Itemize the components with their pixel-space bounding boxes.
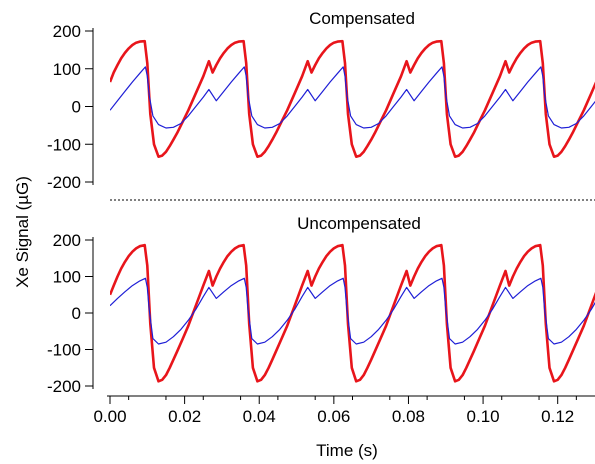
x-tick-label: 0.12: [541, 407, 574, 426]
y-tick-label: 200: [53, 231, 81, 250]
x-tick-label: 0.10: [467, 407, 500, 426]
blue-trace-uncompensated: [110, 277, 595, 345]
y-tick-label: -100: [47, 135, 81, 154]
y-tick-label: 100: [53, 60, 81, 79]
x-tick-label: 0.08: [392, 407, 425, 426]
y-tick-label: 100: [53, 268, 81, 287]
y-tick-label: 200: [53, 22, 81, 41]
red-trace-uncompensated: [110, 243, 595, 383]
compensated-panel: Compensated 200 100 0 -100 -200: [47, 9, 595, 192]
x-tick-label: 0.00: [93, 407, 126, 426]
y-tick-label: -200: [47, 173, 81, 192]
x-axis-label: Time (s): [316, 441, 378, 460]
x-tick-label: 0.06: [317, 407, 350, 426]
y-tick-label: -200: [47, 377, 81, 396]
blue-trace-compensated: [110, 66, 595, 129]
uncompensated-panel: Uncompensated 200 100 0 -100 -200 0.00 0.02 0.0…: [47, 214, 595, 426]
x-tick-label: 0.04: [243, 407, 276, 426]
y-tick-label: -100: [47, 341, 81, 360]
panel-title-uncompensated: Uncompensated: [297, 214, 421, 233]
x-tick-label: 0.02: [168, 407, 201, 426]
panel-title-compensated: Compensated: [309, 9, 415, 28]
y-tick-label: 0: [72, 304, 81, 323]
y-tick-label: 0: [72, 98, 81, 117]
red-trace-compensated: [110, 39, 595, 158]
y-axis-label: Xe Signal (µG): [13, 176, 32, 288]
